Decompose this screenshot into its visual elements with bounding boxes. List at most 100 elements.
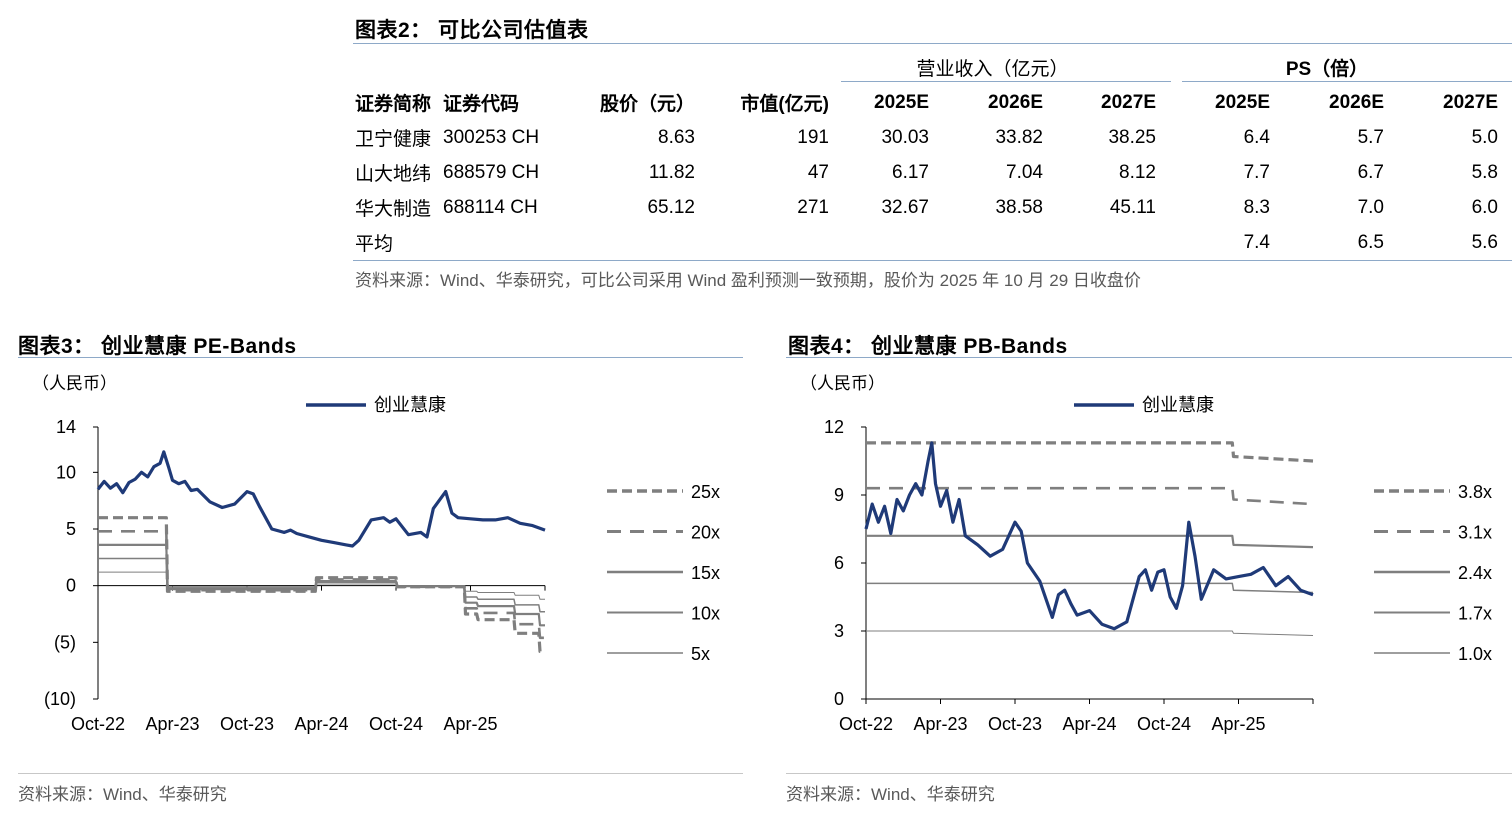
cell [829, 225, 929, 260]
chart4-title: 图表4： 创业慧康 PB-Bands [788, 335, 1068, 358]
pe-bands-chart: （人民币） 14 10 5 0 (5) (10) Oct-22 Apr-23 Oct-23 Apr-… [32, 374, 720, 734]
cell [695, 225, 829, 260]
table-bottom-rule [353, 260, 1512, 261]
y-tick-label: 0 [66, 576, 76, 596]
band-line-25x [98, 516, 545, 653]
cell: 47 [807, 161, 829, 183]
cell: 271 [797, 196, 829, 218]
x-tick-label: Oct-24 [369, 714, 423, 734]
ps-group-rule [1182, 81, 1512, 82]
cell: 7.4 [1243, 231, 1270, 253]
cell: 38.58 [995, 196, 1043, 218]
cell: 300253 CH [443, 126, 540, 148]
cell: 8.63 [658, 126, 695, 148]
y-tick-label: 9 [834, 485, 844, 505]
band-line-3.8x [866, 441, 1314, 463]
table-row: 山大地纬 688579 CH 11.82 47 6.17 7.04 8.12 7… [355, 155, 1498, 190]
x-tick-label: Oct-23 [220, 714, 274, 734]
table-row: 卫宁健康 300253 CH 8.63 191 30.03 33.82 38.2… [355, 120, 1498, 155]
cell: 8.3 [1243, 196, 1270, 218]
cell: 5.8 [1471, 161, 1498, 183]
cell: 5.0 [1471, 126, 1498, 148]
legend-label-3.8x: 3.8x [1458, 482, 1492, 502]
y-tick-label: 6 [834, 553, 844, 573]
y-tick-label: 12 [824, 417, 844, 437]
cell: 33.82 [995, 126, 1043, 148]
col-header-name: 证券简称 [355, 94, 432, 115]
cell: 688114 CH [443, 196, 538, 218]
cell: 6.7 [1357, 161, 1384, 183]
cell: 8.12 [1119, 161, 1156, 183]
table-row: 华大制造 688114 CH 65.12 271 32.67 38.58 45.… [355, 190, 1498, 225]
legend-label-10x: 10x [691, 604, 720, 624]
col-header-price: 股价（元） [599, 94, 695, 115]
x-tick-label: Apr-23 [913, 714, 967, 734]
cell: 38.25 [1108, 126, 1156, 148]
x-tick-label: Apr-24 [1062, 714, 1116, 734]
cell: 6.4 [1243, 126, 1270, 148]
stock-price-line [96, 450, 546, 548]
cell: 6.5 [1357, 231, 1384, 253]
ps-group-header: PS（倍） [1285, 59, 1369, 80]
table-title: 图表2： 可比公司估值表 [355, 19, 589, 42]
legend-label-1.7x: 1.7x [1458, 604, 1492, 624]
col-header-mktcap: 市值(亿元) [740, 94, 829, 115]
table-group-header-row: 营业收入（亿元） PS（倍） [355, 50, 1498, 85]
x-tick-label: Oct-22 [71, 714, 125, 734]
band-line-5x [98, 571, 545, 600]
band-line-10x [98, 557, 545, 613]
col-header-ps-2027: 2027E [1443, 91, 1498, 113]
chart3-title-rule [18, 357, 743, 358]
y-tick-label: 14 [56, 417, 76, 437]
cell: 华大制造 [355, 199, 432, 220]
x-tick-label: Apr-24 [294, 714, 348, 734]
y-tick-label: 10 [56, 462, 76, 482]
cell: 45.11 [1109, 196, 1156, 218]
band-line-20x [98, 530, 545, 640]
y-tick-label: 5 [66, 519, 76, 539]
col-header-code: 证券代码 [443, 94, 520, 115]
table-title-rule [353, 43, 1512, 44]
y-unit-label: （人民币） [32, 374, 117, 393]
band-line-2.4x [866, 534, 1314, 549]
cell: 6.0 [1471, 196, 1498, 218]
cell: 30.03 [881, 126, 929, 148]
table-source-note: 资料来源：Wind、华泰研究，可比公司采用 Wind 盈利预测一致预期，股价为 … [355, 271, 1141, 290]
legend-label-15x: 15x [691, 563, 720, 583]
cell [1043, 225, 1156, 260]
chart3-title: 图表3： 创业慧康 PE-Bands [18, 335, 297, 358]
y-tick-label: 0 [834, 689, 844, 709]
cell [929, 225, 1043, 260]
chart3-bottom-rule [18, 773, 743, 774]
x-tick-label: Apr-23 [145, 714, 199, 734]
table-row-average: 平均 7.4 6.5 5.6 [355, 225, 1498, 260]
col-header-rev-2026: 2026E [988, 91, 1043, 113]
cell: 5.7 [1357, 126, 1384, 148]
y-unit-label: （人民币） [800, 374, 885, 393]
legend-label-20x: 20x [691, 523, 720, 543]
cell: 7.7 [1243, 161, 1270, 183]
y-tick-label: 3 [834, 621, 844, 641]
pb-bands-chart: （人民币） 12 9 6 3 0 Oct-22 Apr-23 Oct-23 Apr-24 Oct-2… [800, 374, 1492, 734]
stock-price-line [864, 441, 1314, 631]
legend-label-25x: 25x [691, 482, 720, 502]
table-header-row: 证券简称 证券代码 股价（元） 市值(亿元) 2025E 2026E 2027E… [355, 85, 1498, 120]
valuation-table: 营业收入（亿元） PS（倍） 证券简称 证券代码 股价（元） 市值(亿元) 20… [355, 50, 1498, 260]
band-line-1.0x [866, 630, 1314, 636]
legend-label-1.0x: 1.0x [1458, 644, 1492, 664]
col-header-rev-2027: 2027E [1101, 91, 1156, 113]
x-tick-label: Oct-23 [988, 714, 1042, 734]
cell: 6.17 [892, 161, 929, 183]
cell: 平均 [355, 234, 394, 255]
legend-label-stock: 创业慧康 [1142, 395, 1214, 415]
cell: 5.6 [1471, 231, 1498, 253]
legend-label-stock: 创业慧康 [374, 395, 446, 415]
y-tick-label: (10) [44, 689, 76, 709]
y-tick-label: (5) [54, 632, 76, 652]
chart3-source-note: 资料来源：Wind、华泰研究 [18, 785, 227, 804]
chart4-source-note: 资料来源：Wind、华泰研究 [786, 785, 995, 804]
cell [443, 225, 555, 260]
cell [555, 225, 695, 260]
chart4-title-rule [786, 357, 1512, 358]
col-header-ps-2026: 2026E [1329, 91, 1384, 113]
